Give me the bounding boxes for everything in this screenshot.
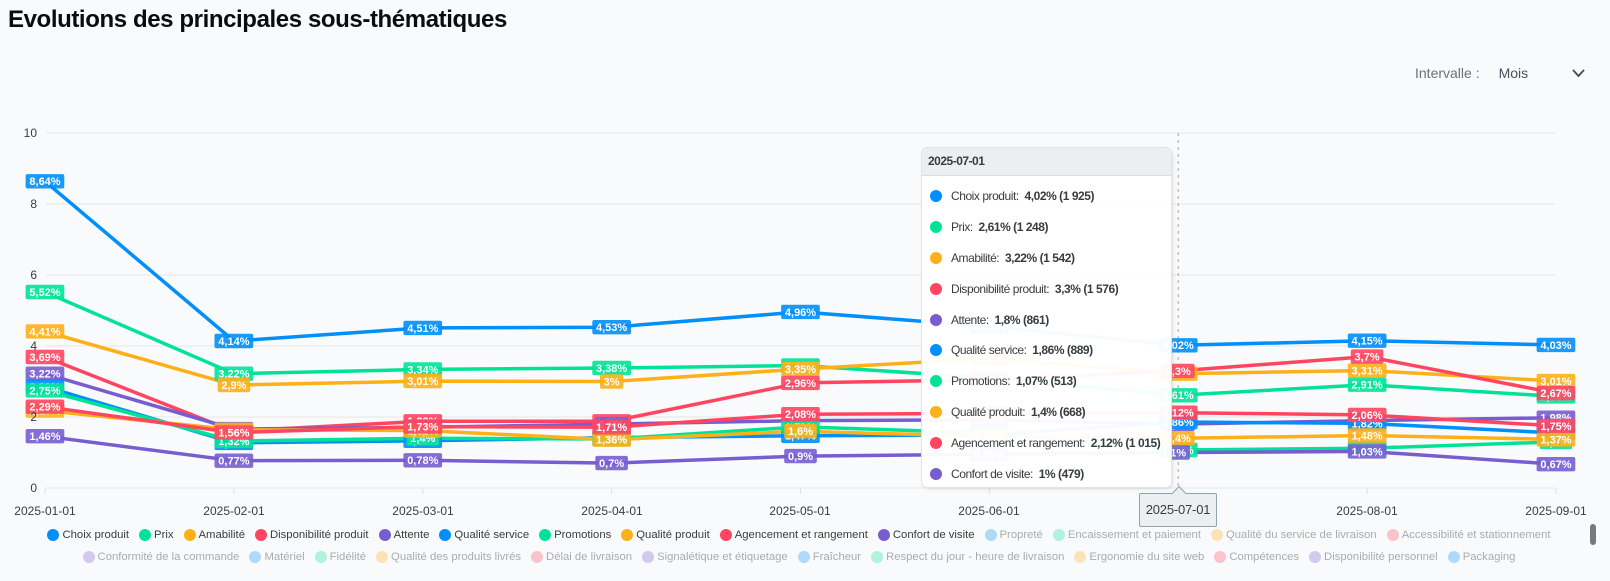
svg-text:1,03%: 1,03% xyxy=(1351,446,1382,458)
svg-text:1,36%: 1,36% xyxy=(596,435,627,447)
svg-text:1,75%: 1,75% xyxy=(1540,421,1571,433)
svg-text:4,14%: 4,14% xyxy=(218,336,249,348)
svg-text:0,9%: 0,9% xyxy=(788,451,813,463)
svg-text:3,38%: 3,38% xyxy=(596,363,627,375)
svg-text:2,9%: 2,9% xyxy=(221,380,246,392)
svg-text:4,41%: 4,41% xyxy=(29,326,60,338)
svg-text:3,69%: 3,69% xyxy=(29,352,60,364)
svg-text:2,67%: 2,67% xyxy=(1540,388,1571,400)
svg-text:4,51%: 4,51% xyxy=(407,323,438,335)
svg-text:1%: 1% xyxy=(1170,447,1186,459)
svg-text:3,01%: 3,01% xyxy=(407,376,438,388)
svg-text:0,7%: 0,7% xyxy=(599,458,624,470)
svg-text:3,31%: 3,31% xyxy=(1351,365,1382,377)
svg-text:2,06%: 2,06% xyxy=(1351,410,1382,422)
svg-text:2,96%: 2,96% xyxy=(785,378,816,390)
svg-text:1,37%: 1,37% xyxy=(1540,434,1571,446)
svg-text:3%: 3% xyxy=(604,376,620,388)
svg-text:2,91%: 2,91% xyxy=(1351,380,1382,392)
svg-text:0,67%: 0,67% xyxy=(1540,459,1571,471)
svg-text:4,15%: 4,15% xyxy=(1351,336,1382,348)
svg-text:4,03%: 4,03% xyxy=(1540,340,1571,352)
svg-text:1,73%: 1,73% xyxy=(407,422,438,434)
svg-text:0,77%: 0,77% xyxy=(218,456,249,468)
svg-text:2,29%: 2,29% xyxy=(29,402,60,414)
svg-text:4,96%: 4,96% xyxy=(785,307,816,319)
svg-text:2,08%: 2,08% xyxy=(785,409,816,421)
svg-text:8,64%: 8,64% xyxy=(29,176,60,188)
svg-text:3,34%: 3,34% xyxy=(407,364,438,376)
svg-text:3,22%: 3,22% xyxy=(218,369,249,381)
svg-text:1,6%: 1,6% xyxy=(788,426,813,438)
svg-text:1,48%: 1,48% xyxy=(1351,430,1382,442)
svg-text:3,22%: 3,22% xyxy=(29,369,60,381)
svg-text:1,46%: 1,46% xyxy=(29,431,60,443)
svg-text:3,01%: 3,01% xyxy=(1540,376,1571,388)
svg-text:3,35%: 3,35% xyxy=(785,364,816,376)
svg-text:1,56%: 1,56% xyxy=(218,428,249,440)
svg-text:4,53%: 4,53% xyxy=(596,322,627,334)
svg-text:3,7%: 3,7% xyxy=(1355,352,1380,364)
svg-text:1,71%: 1,71% xyxy=(596,422,627,434)
svg-text:0,78%: 0,78% xyxy=(407,455,438,467)
svg-text:5,52%: 5,52% xyxy=(29,287,60,299)
svg-text:2,75%: 2,75% xyxy=(29,385,60,397)
